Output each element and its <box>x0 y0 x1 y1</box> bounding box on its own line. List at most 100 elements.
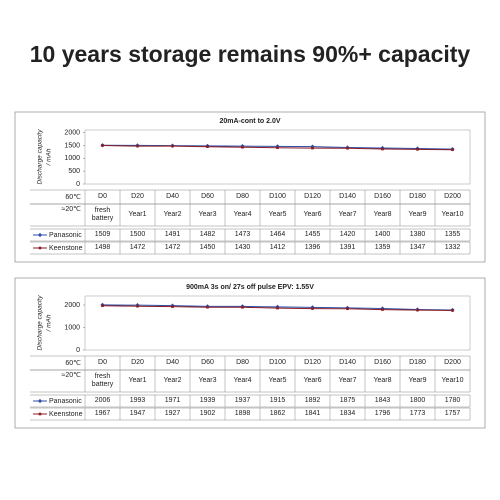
point-marker <box>381 147 384 151</box>
table-value: 1380 <box>409 231 426 238</box>
category-label: D60 <box>201 193 214 200</box>
table-value: 1473 <box>234 231 251 238</box>
page-title: 10 years storage remains 90%+ capacity <box>30 41 471 67</box>
y-tick-label: 2000 <box>64 302 80 309</box>
category-label: D180 <box>409 359 426 366</box>
period-label-box: Year5 <box>268 377 287 384</box>
legend-marker <box>38 246 42 250</box>
table-value-box: 1993 <box>129 397 146 404</box>
period-label-box: fresh battery <box>91 207 114 222</box>
legend-label: Keenstone <box>49 411 83 418</box>
y-tick-label: 1500 <box>64 142 80 149</box>
category-label-box: D0 <box>98 193 107 200</box>
y-axis-label: Discharge capacity <box>37 129 44 185</box>
table-value-box: 1875 <box>340 397 356 404</box>
legend-label: Keenstone <box>49 245 83 252</box>
period-label: fresh battery <box>91 207 114 222</box>
y-tick-label: 1000 <box>64 324 80 331</box>
point-marker <box>311 146 314 150</box>
table-value-box: 1898 <box>234 410 251 417</box>
table-value-box: 1464 <box>270 231 286 238</box>
table-value: 1472 <box>129 244 146 251</box>
table-value-box: 1391 <box>340 244 356 251</box>
legend-label: Panasonic <box>49 232 82 239</box>
point-marker <box>101 144 104 147</box>
table-value: 1862 <box>269 410 286 417</box>
table-value: 1967 <box>94 410 111 417</box>
period-label: Year7 <box>338 211 357 218</box>
point-marker <box>451 148 454 152</box>
category-label-box: D20 <box>131 193 144 200</box>
table-value: 1993 <box>129 397 146 404</box>
table-value: 1939 <box>199 397 216 404</box>
table-value-box: 1937 <box>235 397 251 404</box>
category-label-box: D40 <box>166 193 179 200</box>
point-marker <box>171 305 174 308</box>
period-label-box: Year9 <box>408 211 426 218</box>
category-label-box: D200 <box>444 193 461 200</box>
point-marker <box>416 308 419 312</box>
table-value: 1498 <box>94 244 111 251</box>
y-tick-label: 0 <box>76 181 80 188</box>
point-marker <box>136 144 139 148</box>
legend-marker <box>38 412 42 416</box>
table-value-box: 1509 <box>94 231 111 238</box>
table-value-box: 1800 <box>410 397 426 404</box>
legend-label: Panasonic <box>49 398 82 405</box>
period-label-box: Year5 <box>268 211 286 218</box>
table-value: 1947 <box>129 410 146 417</box>
table-value: 1420 <box>339 231 356 238</box>
period-label: Year2 <box>163 211 182 218</box>
y-axis-label: / mAh <box>46 148 53 166</box>
point-marker <box>171 144 174 148</box>
row-label: ≈20℃ <box>62 206 82 213</box>
table-value-box: 1491 <box>164 231 181 238</box>
table-value-box: 1355 <box>444 231 461 238</box>
category-label: D0 <box>98 193 107 200</box>
category-label: D200 <box>444 359 461 366</box>
period-label-box: fresh battery <box>92 373 113 388</box>
table-value: 1773 <box>409 410 426 417</box>
table-value: 1430 <box>234 244 251 251</box>
table-value: 1450 <box>199 244 216 251</box>
category-label-box: D80 <box>236 359 249 366</box>
table-value: 1927 <box>164 410 181 417</box>
table-value-box: 1473 <box>234 231 251 238</box>
point-marker <box>101 304 104 308</box>
category-label-box: D100 <box>269 193 286 200</box>
table-value: 1898 <box>234 410 251 417</box>
table-value-box: 1472 <box>129 244 146 251</box>
row-label: 60℃ <box>65 360 81 367</box>
category-label-box: D60 <box>201 193 214 200</box>
category-label-box: D120 <box>304 359 321 366</box>
table-value-box: 2006 <box>95 397 111 404</box>
category-label: D60 <box>201 359 214 366</box>
period-label: Year3 <box>198 377 217 384</box>
table-value: 1347 <box>409 244 426 251</box>
table-value-box: 1498 <box>94 244 111 251</box>
category-label: D80 <box>236 359 249 366</box>
point-marker <box>206 305 209 309</box>
y-tick-label: 500 <box>68 168 80 175</box>
period-label: Year9 <box>408 377 427 384</box>
table-value: 1355 <box>444 231 461 238</box>
period-label-box: Year8 <box>373 211 391 218</box>
y-tick-label: 0 <box>76 347 80 354</box>
period-label-box: Year10 <box>441 211 464 218</box>
period-label-box: Year3 <box>198 377 217 384</box>
category-label: D100 <box>269 193 286 200</box>
table-value: 1509 <box>94 231 111 238</box>
table-value-box: 1915 <box>270 397 286 404</box>
table-value: 1491 <box>164 231 181 238</box>
table-value-box: 1450 <box>199 244 216 251</box>
table-value-box: 1455 <box>305 231 321 238</box>
table-value-box: 1482 <box>200 231 216 238</box>
category-label: D80 <box>236 193 249 200</box>
point-marker <box>276 146 279 149</box>
point-marker <box>346 307 349 311</box>
table-value-box: 1796 <box>375 410 391 417</box>
period-label: Year5 <box>268 377 287 384</box>
period-label: Year7 <box>338 377 357 384</box>
period-label: Year10 <box>441 211 464 218</box>
